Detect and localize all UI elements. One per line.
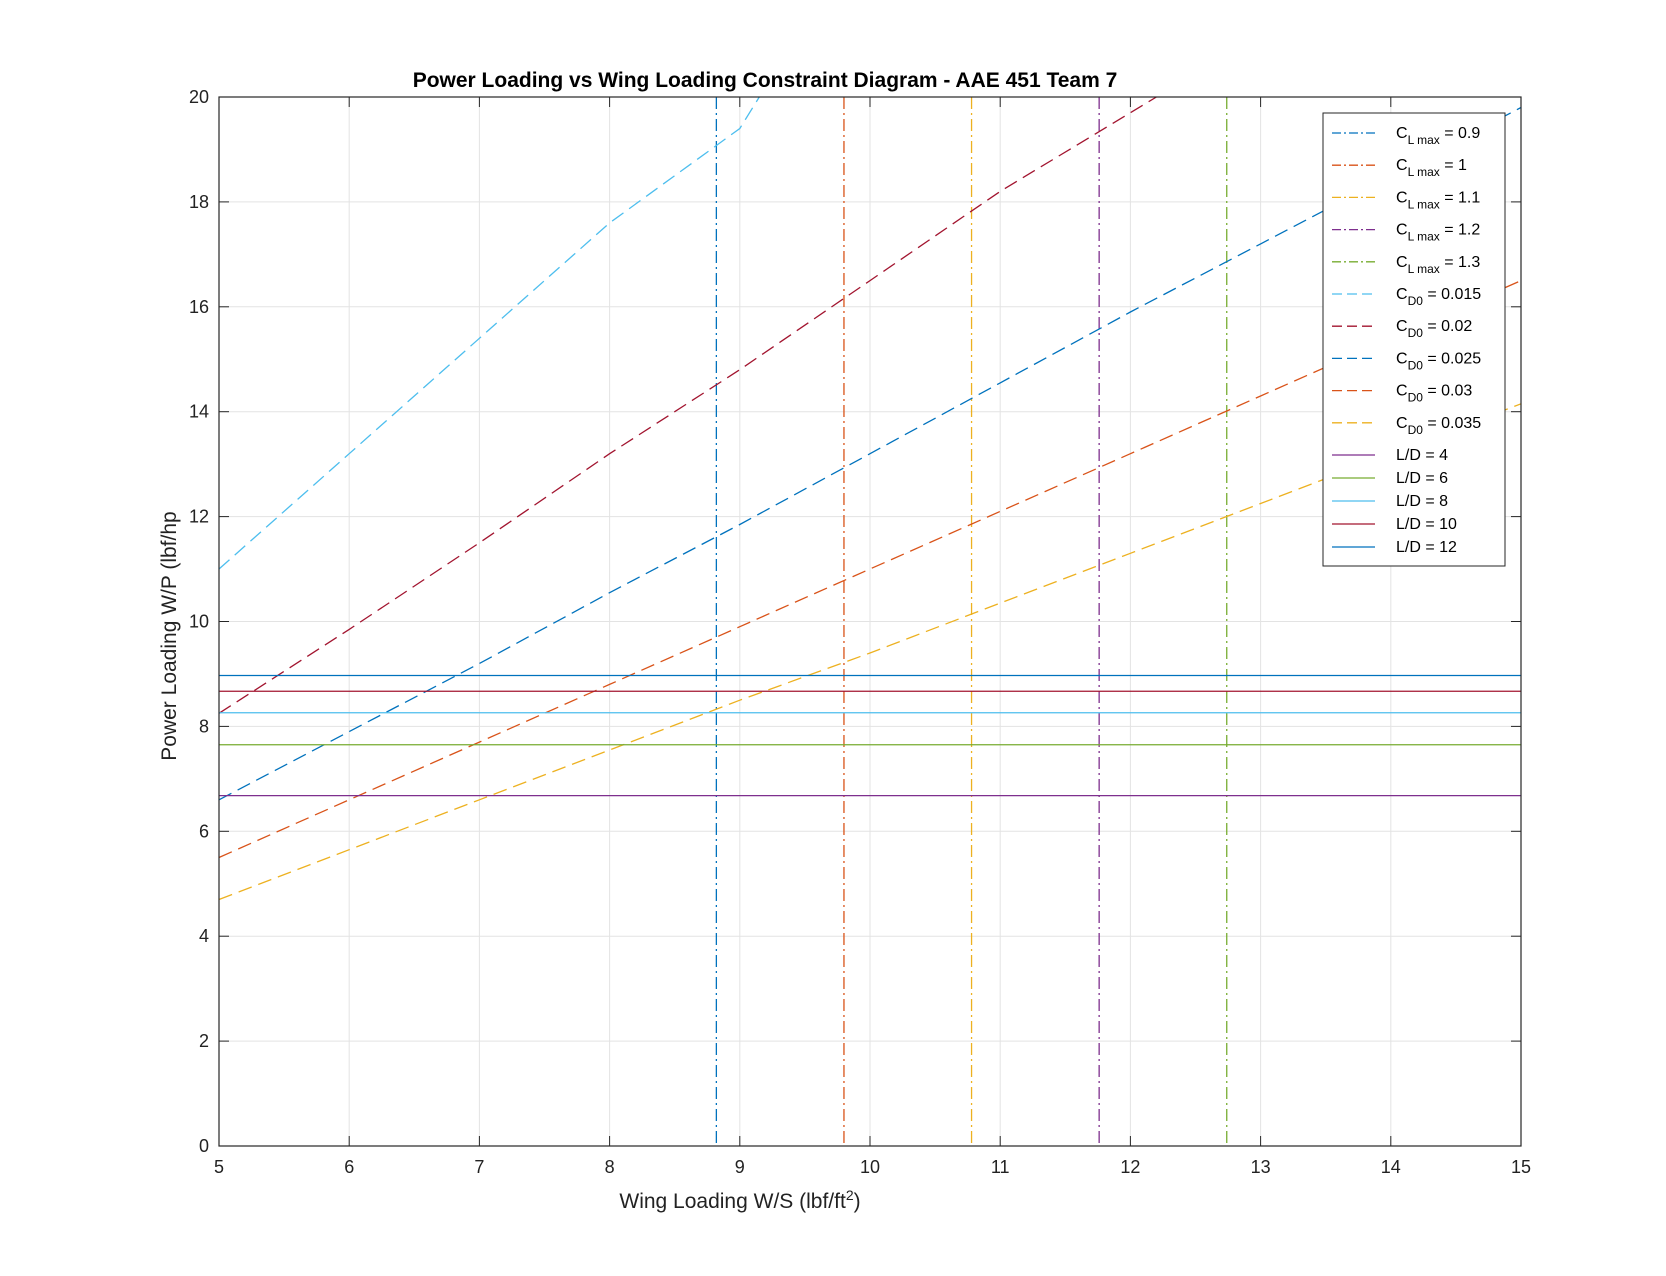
x-axis-label: Wing Loading W/S (lbf/ft2) <box>619 1187 860 1213</box>
y-tick-label: 12 <box>189 507 209 527</box>
series-cd0-curve-6 <box>218 96 1157 714</box>
legend-entry-6: CD0 = 0.02 <box>1396 318 1472 340</box>
legend-entry-3: CL max = 1.2 <box>1396 222 1480 244</box>
legend-entry-8: CD0 = 0.03 <box>1396 383 1472 405</box>
series-cd0-curve-9 <box>218 403 1522 901</box>
legend-box <box>1322 112 1506 567</box>
x-tick-label: 6 <box>344 1157 354 1177</box>
x-tick-label: 5 <box>214 1157 224 1177</box>
x-tick-label: 9 <box>735 1157 745 1177</box>
legend-entry-10: L/D = 4 <box>1396 447 1448 464</box>
series-cd0-curve-7 <box>218 106 1522 801</box>
series-layer <box>218 96 1522 1146</box>
y-tick-label: 18 <box>189 192 209 212</box>
y-tick-label: 6 <box>199 821 209 841</box>
x-tick-label: 7 <box>474 1157 484 1177</box>
legend-entry-1: CL max = 1 <box>1396 157 1467 179</box>
y-tick-label: 2 <box>199 1031 209 1051</box>
chart-title: Power Loading vs Wing Loading Constraint… <box>413 69 1118 92</box>
legend-entry-4: CL max = 1.3 <box>1396 254 1480 276</box>
x-tick-label: 15 <box>1511 1157 1531 1177</box>
legend: CL max = 0.9 CL max = 1 CL max = 1.1 CL max… <box>1322 112 1506 567</box>
legend-entry-13: L/D = 10 <box>1396 516 1457 533</box>
legend-entry-2: CL max = 1.1 <box>1396 189 1480 211</box>
x-tick-label: 11 <box>991 1157 1010 1177</box>
legend-entry-9: CD0 = 0.035 <box>1396 415 1481 437</box>
legend-entry-7: CD0 = 0.025 <box>1396 350 1481 372</box>
legend-entry-12: L/D = 8 <box>1396 493 1448 510</box>
x-tick-label: 12 <box>1120 1157 1140 1177</box>
series-cd0-curve-8 <box>218 280 1522 859</box>
y-axis-label: Power Loading W/P (lbf/hp <box>158 511 181 760</box>
x-tick-label: 10 <box>860 1157 880 1177</box>
y-tick-label: 16 <box>189 297 209 317</box>
legend-entry-11: L/D = 6 <box>1396 470 1448 487</box>
x-tick-label: 13 <box>1251 1157 1271 1177</box>
y-tick-label: 0 <box>199 1136 209 1156</box>
y-tick-label: 4 <box>199 926 209 946</box>
x-tick-label: 14 <box>1381 1157 1401 1177</box>
legend-entry-0: CL max = 0.9 <box>1396 125 1480 147</box>
y-tick-label: 20 <box>189 87 209 107</box>
y-tick-label: 10 <box>189 612 209 632</box>
x-tick-label: 8 <box>605 1157 615 1177</box>
y-tick-label: 8 <box>199 716 209 736</box>
ticks: 5 6 7 8 9 10 11 12 13 14 15 0 2 4 6 8 10 12 14 16 18 20 <box>189 87 1531 1177</box>
legend-entry-5: CD0 = 0.015 <box>1396 286 1481 308</box>
legend-entry-14: L/D = 12 <box>1396 539 1457 556</box>
y-tick-label: 14 <box>189 402 209 422</box>
